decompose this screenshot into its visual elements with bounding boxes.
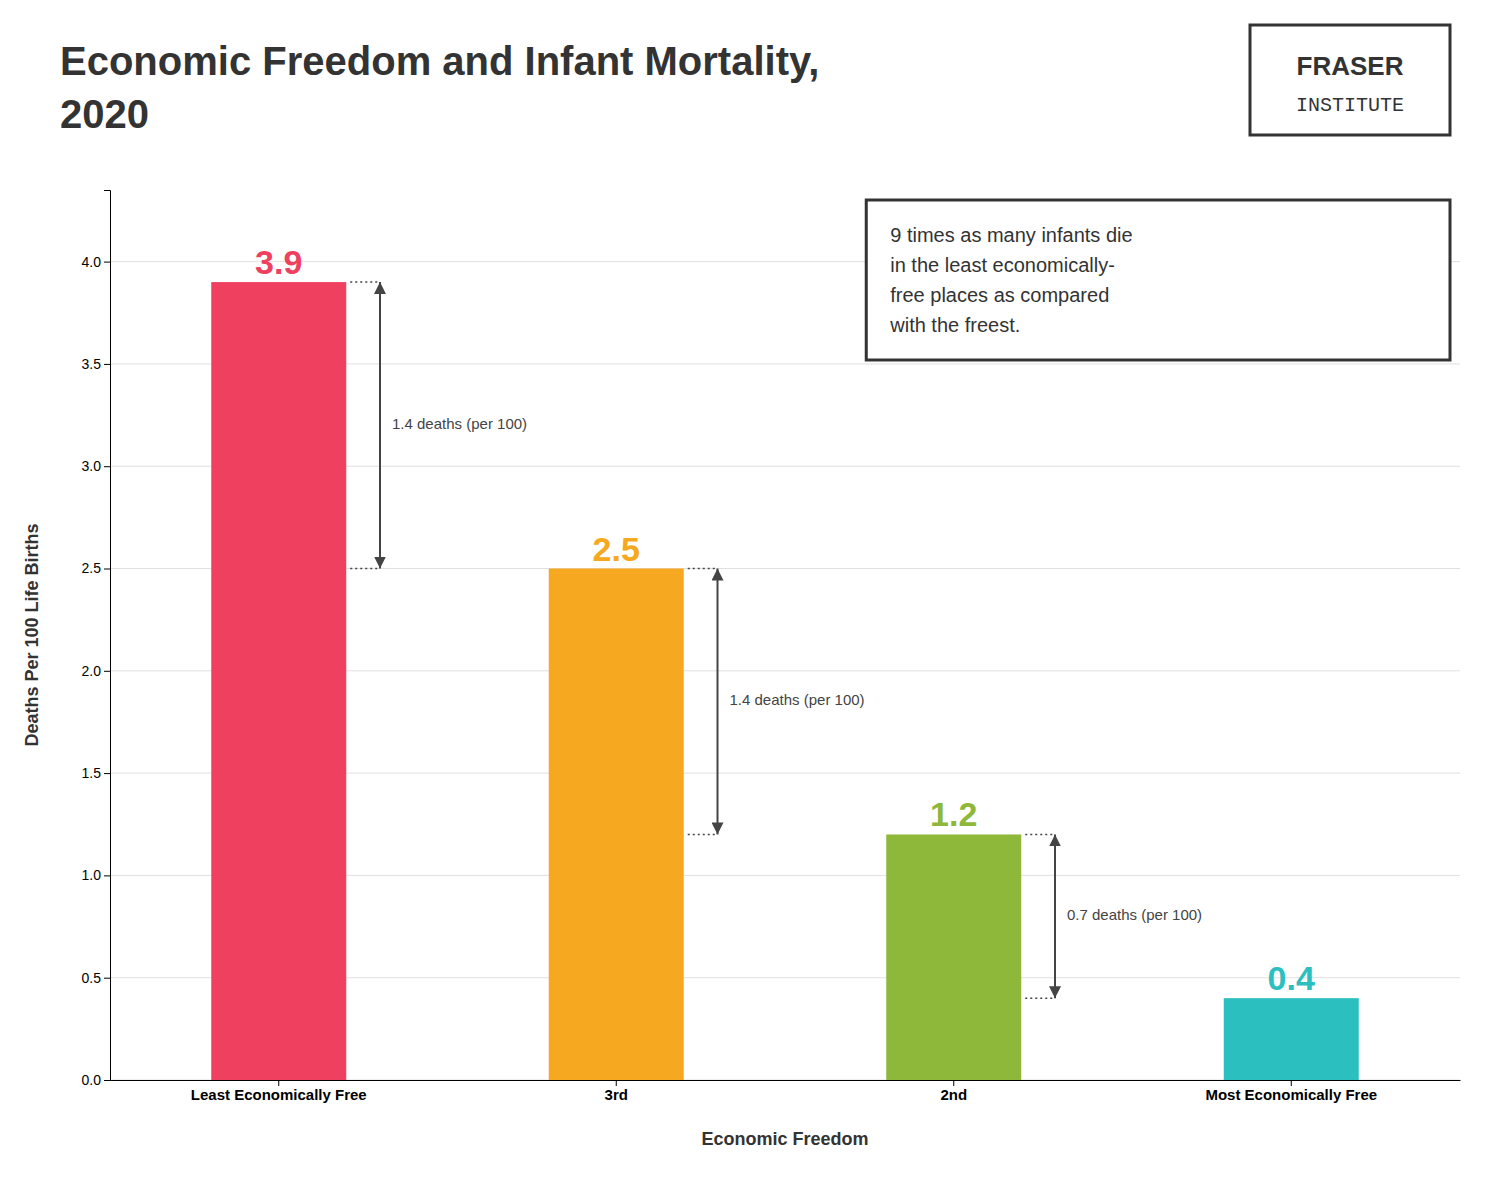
x-tick: 2nd <box>940 1080 967 1103</box>
y-tick: 0.5 <box>82 970 110 986</box>
logo-line: INSTITUTE <box>1296 94 1404 117</box>
x-tick: 3rd <box>605 1080 628 1103</box>
chart-svg: Economic Freedom and Infant Mortality, 20… <box>0 0 1500 1200</box>
annotation-guide <box>1025 997 1055 999</box>
bar <box>886 834 1021 1080</box>
annotation-label: 0.7 deaths (per 100) <box>1067 906 1202 923</box>
logo-line: FRASER <box>1297 51 1404 81</box>
x-tick-label: Most Economically Free <box>1205 1086 1377 1103</box>
y-axis-title: Deaths Per 100 Life Births <box>22 523 42 746</box>
y-tick: 1.5 <box>82 765 110 781</box>
y-tick-label: 0.5 <box>82 970 102 986</box>
y-tick-mark <box>104 773 110 774</box>
y-tick-mark <box>104 1080 110 1081</box>
y-tick-mark <box>104 364 110 365</box>
annotation-bracket <box>350 282 380 568</box>
y-tick: 0.0 <box>82 1072 110 1088</box>
y-tick: 3.0 <box>82 458 110 474</box>
plot: 1.4 deaths (per 100) 1.4 deaths (per 100)… <box>22 191 1461 1150</box>
marks <box>211 282 1359 1080</box>
y-tick-mark <box>104 875 110 876</box>
y-tick: 2.5 <box>82 560 110 576</box>
annotation-guide <box>350 281 380 283</box>
logo: FRASER INSTITUTE <box>1250 25 1450 135</box>
annotation-arrow <box>1054 834 1056 998</box>
y-tick-label: 1.5 <box>82 765 102 781</box>
note-line: free places as compared <box>890 284 1109 306</box>
title: Economic Freedom and Infant Mortality, <box>60 39 819 83</box>
annotation-guide <box>1025 834 1055 836</box>
x-tick: Most Economically Free <box>1205 1080 1377 1103</box>
y-tick-label: 3.5 <box>82 356 102 372</box>
y-tick-label: 2.0 <box>82 663 102 679</box>
annotation-bracket <box>688 569 718 835</box>
y-tick-label: 2.5 <box>82 560 102 576</box>
x-tick-label: 3rd <box>605 1086 628 1103</box>
y-tick-mark <box>104 466 110 467</box>
x-tick: Least Economically Free <box>191 1080 367 1103</box>
y-tick-label: 4.0 <box>82 254 102 270</box>
annotation-arrow <box>717 569 719 835</box>
y-tick: 1.0 <box>82 867 110 883</box>
x-axis: Least Economically Free 3rd 2nd Most Econom… <box>111 1080 1461 1103</box>
y-tick-mark <box>104 671 110 672</box>
y-tick: 2.0 <box>82 663 110 679</box>
value-label: 2.5 <box>593 530 640 568</box>
y-tick-label: 0.0 <box>82 1072 102 1088</box>
y-axis-line <box>104 191 111 1081</box>
y-tick: 4.0 <box>82 254 110 270</box>
x-tick-label: 2nd <box>940 1086 967 1103</box>
annotation-guide <box>688 834 718 836</box>
note-text: 9 times as many infants die in the least … <box>889 224 1132 336</box>
value-label: 3.9 <box>255 243 302 281</box>
x-tick-label: Least Economically Free <box>191 1086 367 1103</box>
logo-box <box>1250 25 1450 135</box>
annotation-guide <box>350 568 380 570</box>
value-label: 1.2 <box>930 795 977 833</box>
value-label: 0.4 <box>1268 959 1315 997</box>
note-line: with the freest. <box>889 314 1020 336</box>
subtitle: 2020 <box>60 92 149 136</box>
x-axis-title: Economic Freedom <box>701 1129 868 1149</box>
annotation-arrow <box>379 282 381 568</box>
annotation-label: 1.4 deaths (per 100) <box>730 691 865 708</box>
y-tick-label: 1.0 <box>82 867 102 883</box>
x-axis-line <box>111 1080 1461 1081</box>
y-axis: 0.0 0.5 1.0 1.5 2.0 2.5 3.0 3.5 4.0 <box>82 191 111 1088</box>
annotation-label: 1.4 deaths (per 100) <box>392 415 527 432</box>
y-tick-mark <box>104 978 110 979</box>
bar <box>1224 998 1359 1080</box>
note-line: 9 times as many infants die <box>890 224 1132 246</box>
annotation-bracket <box>1025 834 1055 998</box>
y-tick-mark <box>104 262 110 263</box>
bar <box>549 569 684 1080</box>
annotation-guide <box>688 568 718 570</box>
y-tick-mark <box>104 569 110 570</box>
bar <box>211 282 346 1080</box>
note-box <box>866 200 1450 360</box>
grid <box>110 262 1460 1080</box>
y-tick-label: 3.0 <box>82 458 102 474</box>
note: 9 times as many infants die in the least … <box>866 200 1450 360</box>
note-line: in the least economically- <box>890 254 1115 276</box>
y-tick: 3.5 <box>82 356 110 372</box>
